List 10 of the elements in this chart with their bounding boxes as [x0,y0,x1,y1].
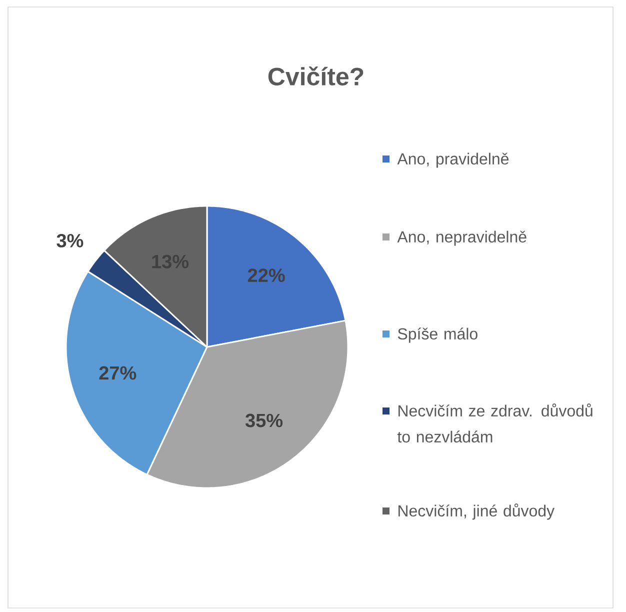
chart-title: Cvičíte? [268,66,364,86]
legend-label: Ano, nepravidelně [397,230,526,246]
legend-label: Ano, pravidelně [397,152,509,168]
data-label: 3% [56,234,84,248]
data-label: 35% [245,414,283,428]
legend-label: Necvičím, jiné důvody [398,503,555,520]
data-label: 27% [99,366,136,380]
legend-label: Necvičím ze zdrav. důvodů to nezvládám [397,403,592,443]
legend-label: Spíše málo [398,328,478,343]
data-label: 22% [248,268,285,282]
